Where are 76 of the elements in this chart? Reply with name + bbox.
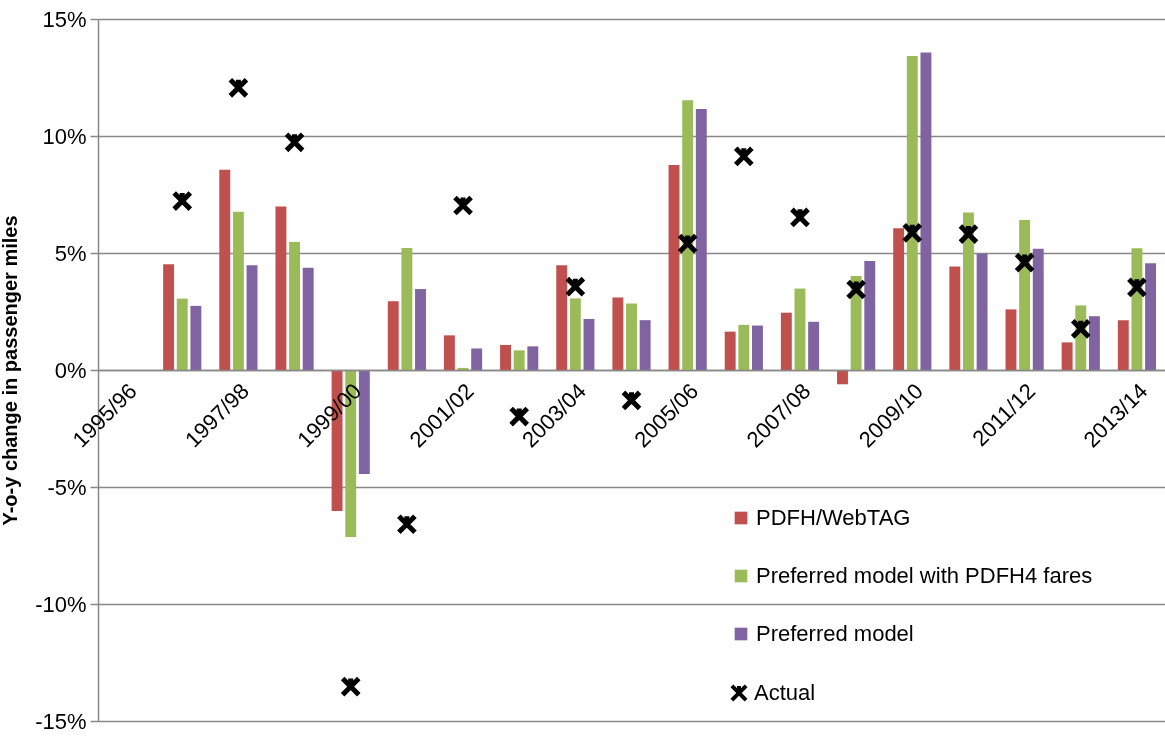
bar bbox=[190, 305, 202, 370]
bar bbox=[401, 248, 413, 370]
bar bbox=[471, 348, 483, 370]
point bbox=[789, 206, 811, 228]
bar bbox=[1061, 342, 1073, 370]
bar bbox=[794, 288, 806, 370]
legend-label: Preferred model with PDFH4 fares bbox=[756, 563, 1093, 588]
bar bbox=[1088, 316, 1100, 370]
bar bbox=[443, 335, 455, 370]
bar bbox=[415, 289, 426, 370]
y-tick-label: 15% bbox=[42, 6, 87, 32]
point bbox=[283, 131, 306, 153]
bar bbox=[668, 165, 680, 370]
bar bbox=[920, 52, 932, 370]
bar bbox=[724, 331, 736, 370]
bar bbox=[695, 109, 707, 370]
bar bbox=[682, 100, 694, 370]
bar bbox=[275, 206, 287, 370]
y-tick-label: 10% bbox=[42, 123, 87, 149]
point bbox=[396, 513, 418, 535]
point bbox=[677, 233, 699, 255]
bar bbox=[1019, 220, 1031, 370]
point bbox=[452, 194, 474, 217]
bar bbox=[556, 265, 568, 370]
bar bbox=[569, 298, 581, 370]
legend-label: PDFH/WebTAG bbox=[756, 505, 911, 530]
legend-label: Actual bbox=[754, 680, 816, 705]
bar bbox=[219, 169, 231, 370]
point bbox=[564, 276, 586, 298]
bar bbox=[1032, 248, 1044, 370]
y-tick-label: 0% bbox=[54, 357, 87, 383]
bar bbox=[358, 370, 370, 474]
bar bbox=[289, 242, 301, 370]
bar bbox=[1145, 263, 1157, 370]
bar bbox=[949, 266, 961, 370]
bar bbox=[612, 297, 624, 370]
bar bbox=[639, 320, 651, 370]
bar bbox=[906, 55, 918, 370]
point bbox=[227, 77, 249, 99]
point bbox=[1126, 276, 1148, 298]
bar bbox=[837, 370, 848, 385]
y-axis-title: Y-o-y change in passenger miles bbox=[0, 215, 22, 526]
bar bbox=[246, 265, 258, 370]
point bbox=[957, 223, 980, 245]
point bbox=[733, 145, 755, 167]
bar bbox=[176, 298, 188, 370]
point bbox=[845, 278, 867, 301]
bar bbox=[163, 264, 175, 370]
bar bbox=[864, 260, 876, 370]
bar bbox=[893, 228, 905, 370]
bar bbox=[387, 301, 399, 370]
bar bbox=[752, 325, 763, 370]
bar bbox=[302, 267, 314, 370]
bar bbox=[513, 350, 525, 370]
bar bbox=[738, 324, 750, 370]
point bbox=[1014, 252, 1036, 274]
bar bbox=[976, 253, 988, 370]
point bbox=[340, 676, 362, 698]
bar bbox=[583, 318, 595, 370]
bar bbox=[500, 344, 511, 370]
y-tick-label: 5% bbox=[54, 240, 87, 266]
point bbox=[171, 190, 193, 212]
bar bbox=[1117, 320, 1129, 370]
bar bbox=[527, 346, 539, 370]
y-tick-label: -15% bbox=[35, 708, 87, 734]
bar bbox=[780, 312, 792, 370]
bar bbox=[232, 211, 244, 370]
bar bbox=[962, 212, 974, 370]
point bbox=[1070, 318, 1092, 340]
bar bbox=[1005, 309, 1017, 370]
bar bbox=[808, 321, 820, 370]
y-tick-label: -10% bbox=[35, 591, 87, 617]
bar bbox=[626, 303, 637, 370]
legend-label: Preferred model bbox=[756, 621, 914, 646]
y-tick-label: -5% bbox=[47, 474, 87, 500]
point bbox=[901, 222, 923, 244]
